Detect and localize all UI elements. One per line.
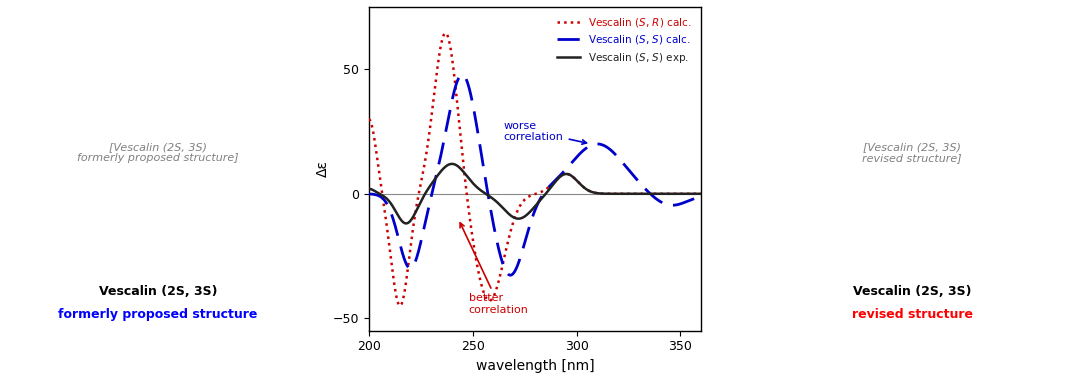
X-axis label: wavelength [nm]: wavelength [nm] xyxy=(476,359,594,373)
Text: formerly proposed structure: formerly proposed structure xyxy=(58,308,258,321)
Legend: Vescalin ($S$, $R$) calc., Vescalin ($S$, $S$) calc., Vescalin ($S$, $S$) exp.: Vescalin ($S$, $R$) calc., Vescalin ($S$… xyxy=(553,12,696,69)
Text: revised structure: revised structure xyxy=(852,308,973,321)
Text: worse
correlation: worse correlation xyxy=(504,121,586,144)
Text: better
correlation: better correlation xyxy=(460,223,529,315)
Text: [Vescalin (2S, 3S)
formerly proposed structure]: [Vescalin (2S, 3S) formerly proposed str… xyxy=(77,142,239,163)
Y-axis label: Δε: Δε xyxy=(316,160,330,177)
Text: [Vescalin (2S, 3S)
revised structure]: [Vescalin (2S, 3S) revised structure] xyxy=(862,142,962,163)
Text: Vescalin (2S, 3S): Vescalin (2S, 3S) xyxy=(98,285,217,298)
Text: Vescalin (2S, 3S): Vescalin (2S, 3S) xyxy=(853,285,972,298)
